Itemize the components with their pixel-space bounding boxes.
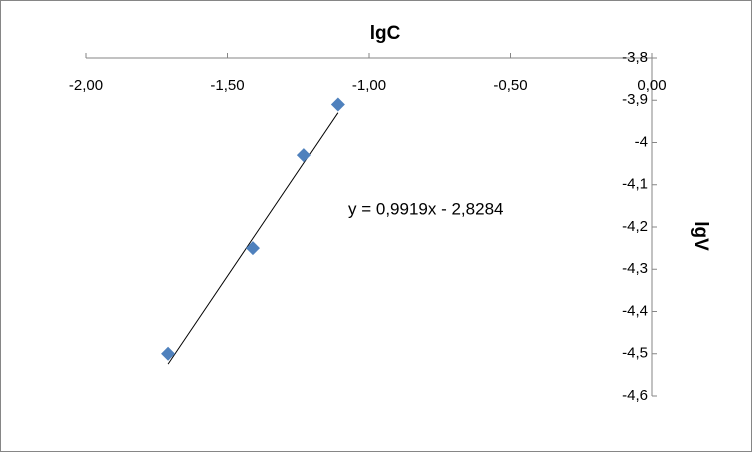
x-tick-label: -0,50 (493, 77, 527, 94)
data-point (245, 241, 260, 256)
y-tick-label: -4 (635, 133, 648, 150)
x-tick-label: -2,00 (69, 77, 103, 94)
data-point (296, 148, 311, 163)
x-tick-label: 0,00 (637, 77, 666, 94)
y-tick-label: -3,9 (622, 91, 648, 108)
data-point (161, 346, 176, 361)
y-tick-label: -4,2 (622, 218, 648, 235)
y-tick-label: -3,8 (622, 49, 648, 66)
y-tick-label: -4,3 (622, 260, 648, 277)
trendline-equation: y = 0,9919x - 2,8284 (348, 199, 503, 218)
x-tick-label: -1,00 (352, 77, 386, 94)
y-tick-label: -4,4 (622, 302, 648, 319)
y-tick-label: -4,6 (622, 387, 648, 404)
y-axis-title: lgV (690, 221, 711, 251)
data-point (330, 97, 345, 112)
x-axis-title: lgC (370, 23, 401, 44)
x-tick-label: -1,50 (210, 77, 244, 94)
y-tick-label: -4,5 (622, 345, 648, 362)
y-tick-label: -4,1 (622, 176, 648, 193)
